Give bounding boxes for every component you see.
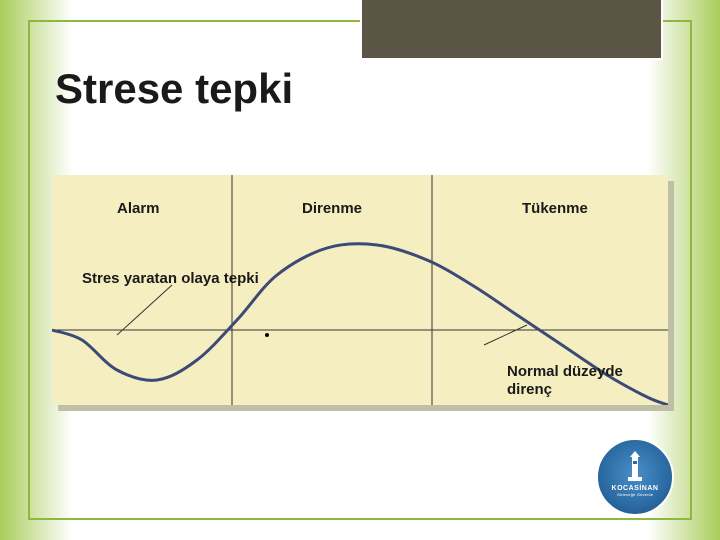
logo-subtext: Geleceğe Güvenle (617, 492, 653, 497)
accent-box (360, 0, 663, 60)
slide-root: Strese tepki Alarm Direnme Tükenme Stres… (0, 0, 720, 540)
event-label: Stres yaratan olaya tepki (82, 270, 259, 287)
logo-text: KOCASİNAN (612, 485, 659, 492)
phase-label-exhaustion: Tükenme (522, 200, 588, 217)
slide-title: Strese tepki (55, 65, 293, 113)
normal-resistance-label: Normal düzeyde direnç (507, 363, 623, 399)
stress-response-chart: Alarm Direnme Tükenme Stres yaratan olay… (52, 175, 668, 405)
normal-resistance-line1: Normal düzeyde (507, 363, 623, 380)
kocasinan-logo: KOCASİNAN Geleceğe Güvenle (596, 438, 674, 516)
lighthouse-icon (626, 451, 644, 483)
phase-label-alarm: Alarm (117, 200, 160, 217)
bullet-dot (265, 333, 269, 337)
phase-label-resistance: Direnme (302, 200, 362, 217)
normal-resistance-line2: direnç (507, 381, 552, 398)
